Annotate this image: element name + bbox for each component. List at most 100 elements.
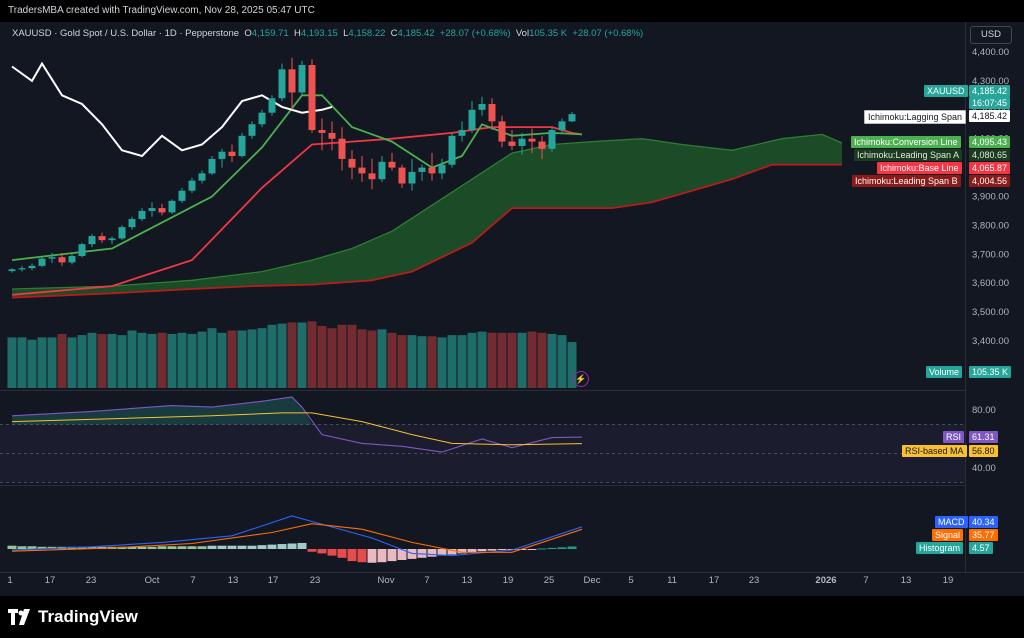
time-tick-label: 7 <box>190 575 195 586</box>
candle-body <box>348 158 356 168</box>
candle-body <box>498 121 506 142</box>
candle-body <box>108 238 116 241</box>
volume-bar <box>487 332 497 388</box>
histogram-tag-value: 4.57 <box>969 542 993 554</box>
volume-bar <box>177 332 187 388</box>
volume-bar <box>117 335 127 388</box>
chart-area[interactable] <box>0 22 1024 596</box>
volume-tag-label: Volume <box>926 366 963 378</box>
time-tick-label: 13 <box>901 575 912 586</box>
rsi-axis[interactable]: 80.00 40.00 <box>972 405 996 474</box>
candle-body <box>288 69 296 93</box>
signal-tag-value: 35.77 <box>969 529 998 541</box>
histogram-bar <box>387 549 397 562</box>
symbol-title[interactable]: XAUUSD · Gold Spot / U.S. Dollar · 1D · … <box>12 28 240 39</box>
histogram-tag-label: Histogram <box>916 542 964 554</box>
candle-body <box>178 190 186 201</box>
candle-body <box>568 114 576 122</box>
volume-change: +28.07 (+0.68%) <box>572 28 644 39</box>
candle-body <box>468 109 476 131</box>
volume-bars <box>7 321 577 388</box>
lightning-icon[interactable]: ⚡ <box>573 371 589 387</box>
volume-bar <box>107 333 117 388</box>
histogram-bar <box>397 549 407 560</box>
volume-bar <box>397 335 407 388</box>
candle-body <box>388 161 396 168</box>
candle-body <box>78 244 86 257</box>
time-tick-label: Dec <box>584 575 601 586</box>
time-tick-label: 11 <box>667 575 677 586</box>
lagging-span-line <box>11 61 333 158</box>
histogram-bar <box>37 546 47 549</box>
time-tick-label: 17 <box>709 575 720 586</box>
leading-span-a-line <box>11 133 843 290</box>
rsi-ma-line <box>11 412 583 446</box>
volume-bar <box>227 330 237 388</box>
histogram-bar <box>467 549 477 553</box>
candle-body <box>368 173 376 180</box>
histogram-bar <box>157 546 167 549</box>
conversion-line <box>11 94 583 261</box>
candle-body <box>398 167 406 184</box>
candle-body <box>518 138 526 146</box>
time-tick-label: 23 <box>310 575 321 586</box>
volume-bar <box>47 337 57 388</box>
histogram-bar <box>337 549 347 558</box>
close-value: 4,185.42 <box>397 28 435 39</box>
price-tick-label: 3,600.00 <box>972 278 1009 289</box>
candle-body <box>188 180 196 191</box>
candle-body <box>538 141 546 149</box>
symbol-legend[interactable]: XAUUSD · Gold Spot / U.S. Dollar · 1D · … <box>12 28 643 39</box>
price-tick-label: 4,400.00 <box>972 47 1009 58</box>
histogram-bar <box>237 545 247 549</box>
candle-body <box>558 121 566 131</box>
candle-body <box>318 130 326 133</box>
leading-span-b-label: Ichimoku:Leading Span B <box>852 175 961 187</box>
volume-bar <box>87 332 97 388</box>
volume-bar <box>527 331 537 388</box>
low-value: 4,158.22 <box>348 28 386 39</box>
price-tick-label: 3,500.00 <box>972 307 1009 318</box>
chart-canvas[interactable]: 4,400.004,300.004,200.004,100.004,000.00… <box>0 22 1024 596</box>
time-tick-label: 17 <box>45 575 56 586</box>
high-value: 4,193.15 <box>300 28 338 39</box>
price-tick-label: 3,900.00 <box>972 192 1009 203</box>
histogram-bar <box>227 545 237 549</box>
volume-bar <box>247 329 257 388</box>
volume-bar <box>327 328 337 388</box>
histogram-bar <box>167 546 177 549</box>
candle-body <box>248 124 256 136</box>
footer-logo-text: TradingView <box>38 607 138 626</box>
candle-body <box>138 210 146 220</box>
histogram-bar <box>137 546 147 549</box>
candle-body <box>58 257 66 263</box>
volume-bar <box>157 332 167 388</box>
candle-body <box>418 167 426 172</box>
candle-body <box>358 167 366 174</box>
histogram-bar <box>77 546 87 549</box>
candle-body <box>8 269 16 272</box>
candle-body <box>228 151 236 157</box>
volume-bar <box>317 325 327 388</box>
histogram-bar <box>457 549 467 554</box>
volume-bar <box>257 328 267 388</box>
volume-bar <box>417 336 427 388</box>
volume-bar <box>67 337 77 388</box>
candle-body <box>328 132 336 139</box>
leading-span-a-value: 4,080.65 <box>969 149 1011 161</box>
rsi-tag-label: RSI <box>943 431 965 443</box>
candle-body <box>338 138 346 159</box>
histogram-bar <box>347 549 357 562</box>
volume-bar <box>497 332 507 388</box>
volume-bar <box>147 333 157 388</box>
histogram-bar <box>317 549 327 554</box>
time-axis[interactable]: 1 17 23 Oct 7 13 17 23 Nov 7 13 19 25 Dec 5 11 17 23 2026 7… <box>7 575 953 586</box>
currency-button[interactable]: USD <box>970 26 1012 44</box>
histogram-bar <box>197 546 207 549</box>
time-tick-label: 13 <box>228 575 239 586</box>
volume-bar <box>547 333 557 388</box>
volume-bar <box>137 332 147 388</box>
macd-pane <box>7 515 583 563</box>
volume-bar <box>437 337 447 388</box>
volume-bar <box>267 324 277 388</box>
